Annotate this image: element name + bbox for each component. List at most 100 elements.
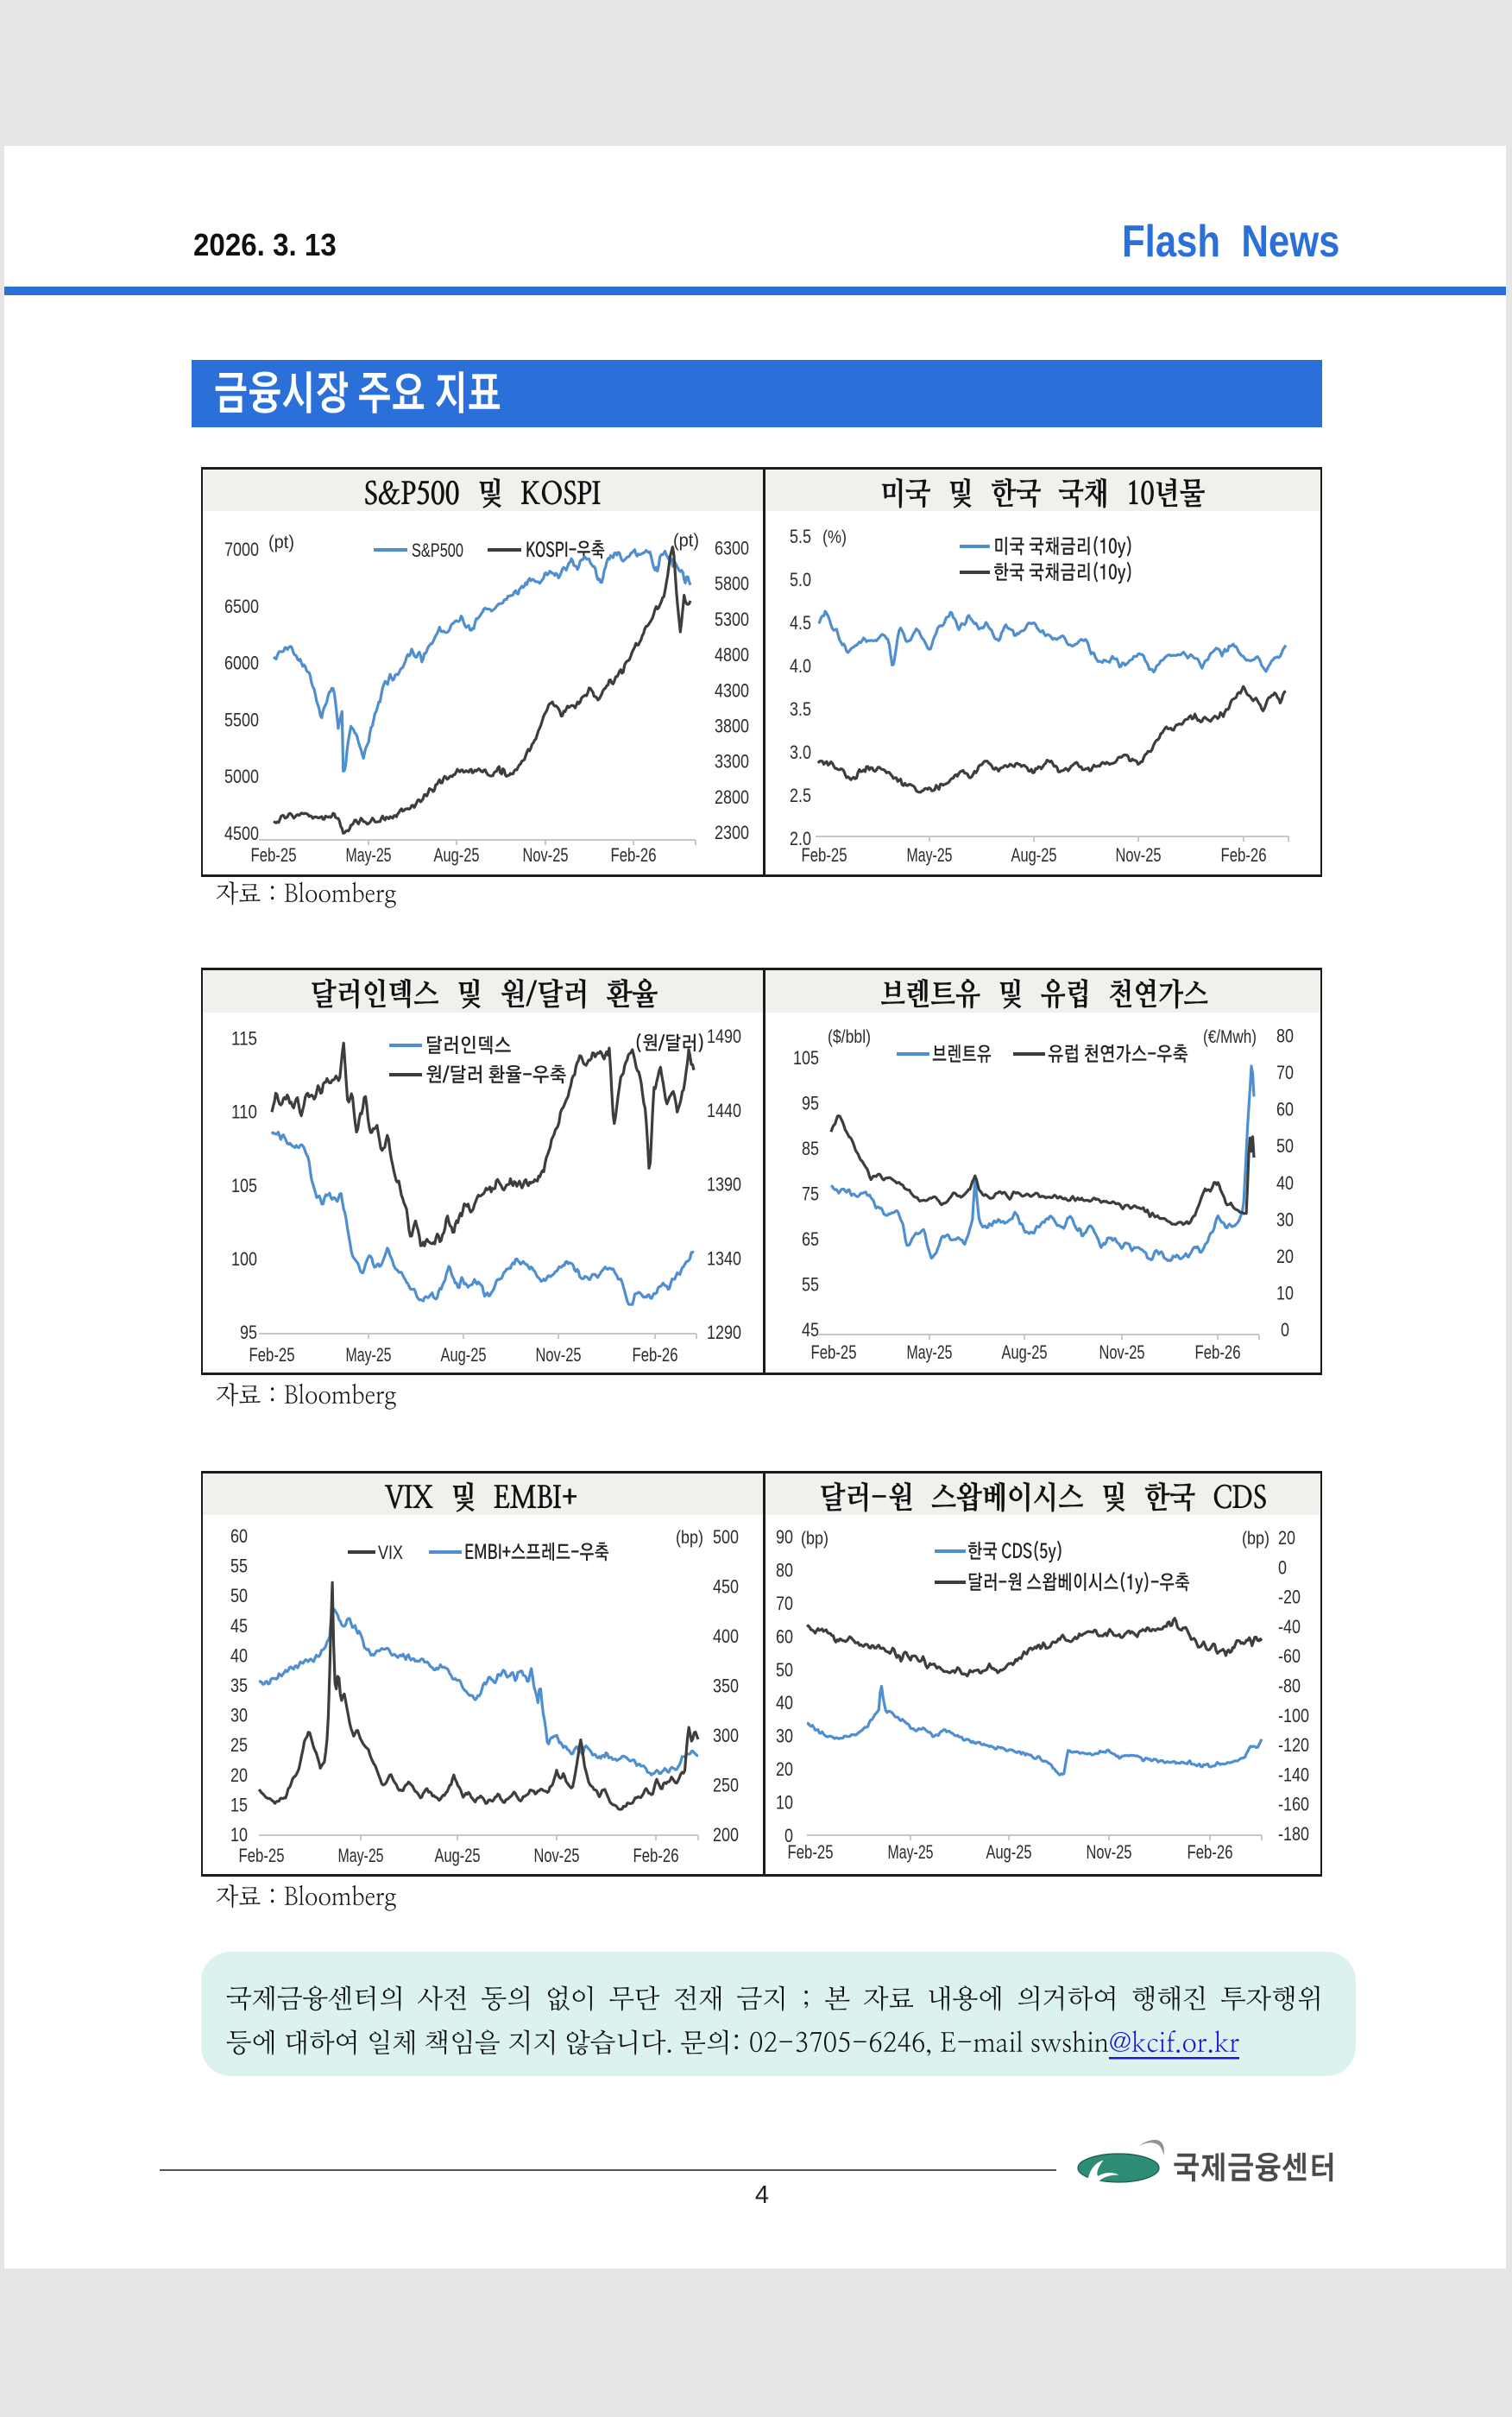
svg-text:-100: -100 <box>1278 1705 1309 1726</box>
svg-text:Aug-25: Aug-25 <box>434 844 480 866</box>
svg-text:Feb-26: Feb-26 <box>633 1845 679 1866</box>
svg-text:Nov-25: Nov-25 <box>1116 844 1162 866</box>
svg-text:60: 60 <box>776 1625 793 1647</box>
svg-text:Feb-25: Feb-25 <box>802 844 847 866</box>
svg-text:-80: -80 <box>1278 1675 1301 1697</box>
svg-text:Aug-25: Aug-25 <box>1002 1341 1048 1363</box>
svg-text:80: 80 <box>776 1559 793 1581</box>
svg-text:2300: 2300 <box>715 822 749 843</box>
svg-text:95: 95 <box>802 1093 819 1114</box>
svg-text:55: 55 <box>230 1556 248 1577</box>
svg-text:($/bbl): ($/bbl) <box>828 1027 871 1047</box>
svg-text:0: 0 <box>1281 1319 1289 1341</box>
svg-text:4300: 4300 <box>715 679 749 701</box>
svg-text:25: 25 <box>230 1734 248 1756</box>
svg-text:5.5: 5.5 <box>790 526 811 547</box>
svg-text:55: 55 <box>802 1274 819 1296</box>
svg-text:May-25: May-25 <box>888 1841 934 1863</box>
svg-text:30: 30 <box>1276 1208 1294 1230</box>
svg-text:May-25: May-25 <box>346 1344 392 1366</box>
svg-text:5500: 5500 <box>224 709 259 730</box>
svg-text:3.5: 3.5 <box>790 698 811 720</box>
svg-text:6000: 6000 <box>224 653 259 674</box>
svg-text:Feb-25: Feb-25 <box>249 1344 295 1366</box>
svg-text:Feb-26: Feb-26 <box>633 1344 678 1366</box>
svg-text:450: 450 <box>713 1576 739 1598</box>
svg-text:Feb-25: Feb-25 <box>788 1841 834 1863</box>
svg-text:7000: 7000 <box>224 539 259 560</box>
svg-text:250: 250 <box>713 1775 739 1796</box>
svg-text:35: 35 <box>230 1675 248 1696</box>
svg-text:20: 20 <box>230 1764 248 1786</box>
svg-text:Nov-25: Nov-25 <box>534 1845 580 1866</box>
svg-text:0: 0 <box>784 1825 793 1846</box>
svg-text:350: 350 <box>713 1675 739 1697</box>
svg-text:30: 30 <box>230 1705 248 1726</box>
svg-text:-40: -40 <box>1278 1616 1301 1638</box>
svg-text:20: 20 <box>776 1758 793 1780</box>
svg-text:95: 95 <box>240 1322 257 1343</box>
svg-text:-140: -140 <box>1278 1764 1309 1785</box>
svg-text:500: 500 <box>713 1526 739 1548</box>
svg-text:105: 105 <box>793 1047 819 1069</box>
svg-text:65: 65 <box>802 1228 819 1250</box>
svg-text:May-25: May-25 <box>338 1845 384 1866</box>
svg-text:Nov-25: Nov-25 <box>523 844 569 866</box>
svg-text:40: 40 <box>1276 1172 1294 1194</box>
svg-text:(€/Mwh): (€/Mwh) <box>1203 1027 1257 1047</box>
svg-text:(bp): (bp) <box>1242 1529 1269 1549</box>
svg-text:115: 115 <box>231 1028 257 1050</box>
svg-text:1390: 1390 <box>707 1174 741 1196</box>
svg-text:(pt): (pt) <box>268 533 294 552</box>
svg-text:3300: 3300 <box>715 751 749 773</box>
svg-text:1290: 1290 <box>707 1322 741 1343</box>
svg-text:Feb-25: Feb-25 <box>239 1845 285 1866</box>
svg-text:-120: -120 <box>1278 1734 1309 1756</box>
svg-text:105: 105 <box>231 1175 257 1196</box>
svg-text:2.5: 2.5 <box>790 785 811 806</box>
svg-text:-20: -20 <box>1278 1587 1301 1608</box>
svg-text:100: 100 <box>231 1248 257 1270</box>
svg-text:50: 50 <box>776 1659 793 1681</box>
svg-text:5.0: 5.0 <box>790 569 811 590</box>
svg-text:70: 70 <box>1276 1062 1294 1083</box>
svg-text:10: 10 <box>1276 1282 1294 1303</box>
svg-text:Aug-25: Aug-25 <box>441 1344 487 1366</box>
svg-text:-180: -180 <box>1278 1823 1309 1845</box>
svg-text:45: 45 <box>802 1319 819 1341</box>
svg-text:30: 30 <box>776 1726 793 1747</box>
svg-text:45: 45 <box>230 1615 248 1637</box>
svg-text:3800: 3800 <box>715 715 749 736</box>
svg-text:85: 85 <box>802 1138 819 1159</box>
svg-text:May-25: May-25 <box>907 1341 953 1363</box>
svg-text:May-25: May-25 <box>907 844 953 866</box>
svg-text:90: 90 <box>776 1526 793 1548</box>
svg-text:50: 50 <box>230 1585 248 1606</box>
svg-text:VIX: VIX <box>378 1542 403 1563</box>
svg-text:10: 10 <box>776 1792 793 1814</box>
svg-text:60: 60 <box>1276 1099 1294 1120</box>
svg-text:Nov-25: Nov-25 <box>1087 1841 1132 1863</box>
svg-text:15: 15 <box>230 1794 248 1815</box>
svg-text:40: 40 <box>776 1692 793 1713</box>
svg-text:Feb-26: Feb-26 <box>1221 844 1267 866</box>
svg-text:10: 10 <box>230 1824 248 1846</box>
svg-text:1340: 1340 <box>707 1247 741 1269</box>
svg-text:Feb-25: Feb-25 <box>251 844 297 866</box>
svg-text:110: 110 <box>231 1101 257 1123</box>
svg-text:5300: 5300 <box>715 609 749 630</box>
svg-text:50: 50 <box>1276 1135 1294 1157</box>
svg-text:Aug-25: Aug-25 <box>435 1845 481 1866</box>
svg-text:6500: 6500 <box>224 596 259 617</box>
svg-text:0: 0 <box>1278 1556 1287 1578</box>
svg-text:1440: 1440 <box>707 1100 741 1121</box>
svg-text:S&P500: S&P500 <box>412 540 463 561</box>
svg-text:-160: -160 <box>1278 1794 1309 1815</box>
svg-text:-60: -60 <box>1278 1645 1301 1667</box>
svg-text:4.0: 4.0 <box>790 655 811 677</box>
svg-text:(bp): (bp) <box>801 1529 828 1549</box>
svg-text:2.0: 2.0 <box>790 828 811 849</box>
svg-text:3.0: 3.0 <box>790 742 811 763</box>
svg-text:Aug-25: Aug-25 <box>1011 844 1057 866</box>
svg-text:5800: 5800 <box>715 573 749 595</box>
